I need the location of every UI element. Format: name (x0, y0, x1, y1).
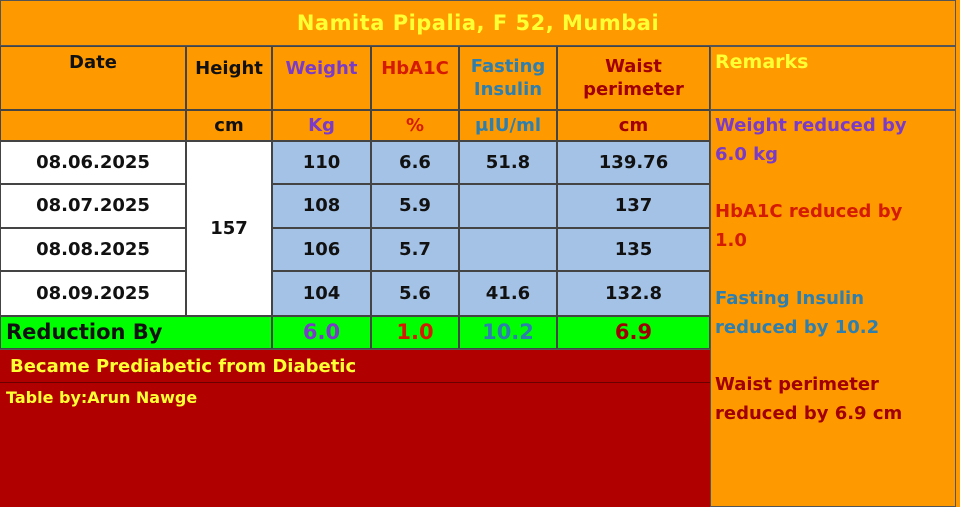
row2-date: 08.07.2025 (0, 184, 186, 228)
row4-hba1c: 5.6 (371, 271, 459, 316)
unit-fasting-insulin: μIU/ml (459, 110, 557, 141)
reduction-weight: 6.0 (272, 316, 371, 349)
remark-waist-line1: Waist perimeter (715, 374, 879, 395)
row3-weight: 106 (272, 228, 371, 271)
remarks-panel: Weight reduced by 6.0 kg HbA1C reduced b… (710, 110, 956, 507)
header-fasting-insulin-line1: Fasting (470, 55, 546, 77)
page-title: Namita Pipalia, F 52, Mumbai (0, 0, 956, 46)
remark-fasting-line2: reduced by 10.2 (715, 317, 880, 338)
header-fasting-insulin-line2: Insulin (473, 79, 543, 100)
remark-fasting-insulin: Fasting Insulin reduced by 10.2 (715, 284, 951, 342)
row1-hba1c: 6.6 (371, 141, 459, 184)
summary-divider (0, 382, 710, 383)
header-waist-line1: Waist (605, 55, 662, 77)
row3-hba1c: 5.7 (371, 228, 459, 271)
unit-height: cm (186, 110, 272, 141)
header-hba1c: HbA1C (371, 46, 459, 110)
row2-weight: 108 (272, 184, 371, 228)
row2-fasting-insulin (459, 184, 557, 228)
height-value: 157 (186, 141, 272, 316)
header-height: Height (186, 46, 272, 110)
reduction-waist: 6.9 (557, 316, 710, 349)
row3-date: 08.08.2025 (0, 228, 186, 271)
row3-fasting-insulin (459, 228, 557, 271)
unit-waist: cm (557, 110, 710, 141)
remark-hba1c-line1: HbA1C reduced by (715, 201, 903, 222)
row3-waist: 135 (557, 228, 710, 271)
row2-hba1c: 5.9 (371, 184, 459, 228)
remark-hba1c-line2: 1.0 (715, 230, 747, 251)
reduction-fasting-insulin: 10.2 (459, 316, 557, 349)
header-fasting-insulin: Fasting Insulin (459, 46, 557, 110)
header-waist-perimeter: Waist perimeter (557, 46, 710, 110)
remark-waist-line2: reduced by 6.9 cm (715, 403, 903, 424)
row4-date: 08.09.2025 (0, 271, 186, 316)
remark-weight-line1: Weight reduced by (715, 115, 907, 136)
remark-fasting-line1: Fasting Insulin (715, 288, 865, 309)
header-weight: Weight (272, 46, 371, 110)
remark-weight: Weight reduced by 6.0 kg (715, 111, 951, 169)
unit-weight: Kg (272, 110, 371, 141)
credit-text: Table by:Arun Nawge (6, 388, 198, 407)
row1-waist: 139.76 (557, 141, 710, 184)
row1-fasting-insulin: 51.8 (459, 141, 557, 184)
row4-waist: 132.8 (557, 271, 710, 316)
remark-hba1c: HbA1C reduced by 1.0 (715, 197, 951, 255)
remark-weight-line2: 6.0 kg (715, 144, 779, 165)
header-date: Date (0, 46, 186, 110)
unit-date-empty (0, 110, 186, 141)
reduction-hba1c: 1.0 (371, 316, 459, 349)
header-waist-line2: perimeter (583, 79, 684, 100)
summary-panel (0, 349, 710, 507)
row4-weight: 104 (272, 271, 371, 316)
remark-waist: Waist perimeter reduced by 6.9 cm (715, 370, 951, 428)
unit-hba1c: % (371, 110, 459, 141)
row1-weight: 110 (272, 141, 371, 184)
row4-fasting-insulin: 41.6 (459, 271, 557, 316)
remarks-header: Remarks (710, 46, 956, 110)
row1-date: 08.06.2025 (0, 141, 186, 184)
reduction-label: Reduction By (0, 316, 272, 349)
row2-waist: 137 (557, 184, 710, 228)
status-text: Became Prediabetic from Diabetic (10, 355, 357, 377)
